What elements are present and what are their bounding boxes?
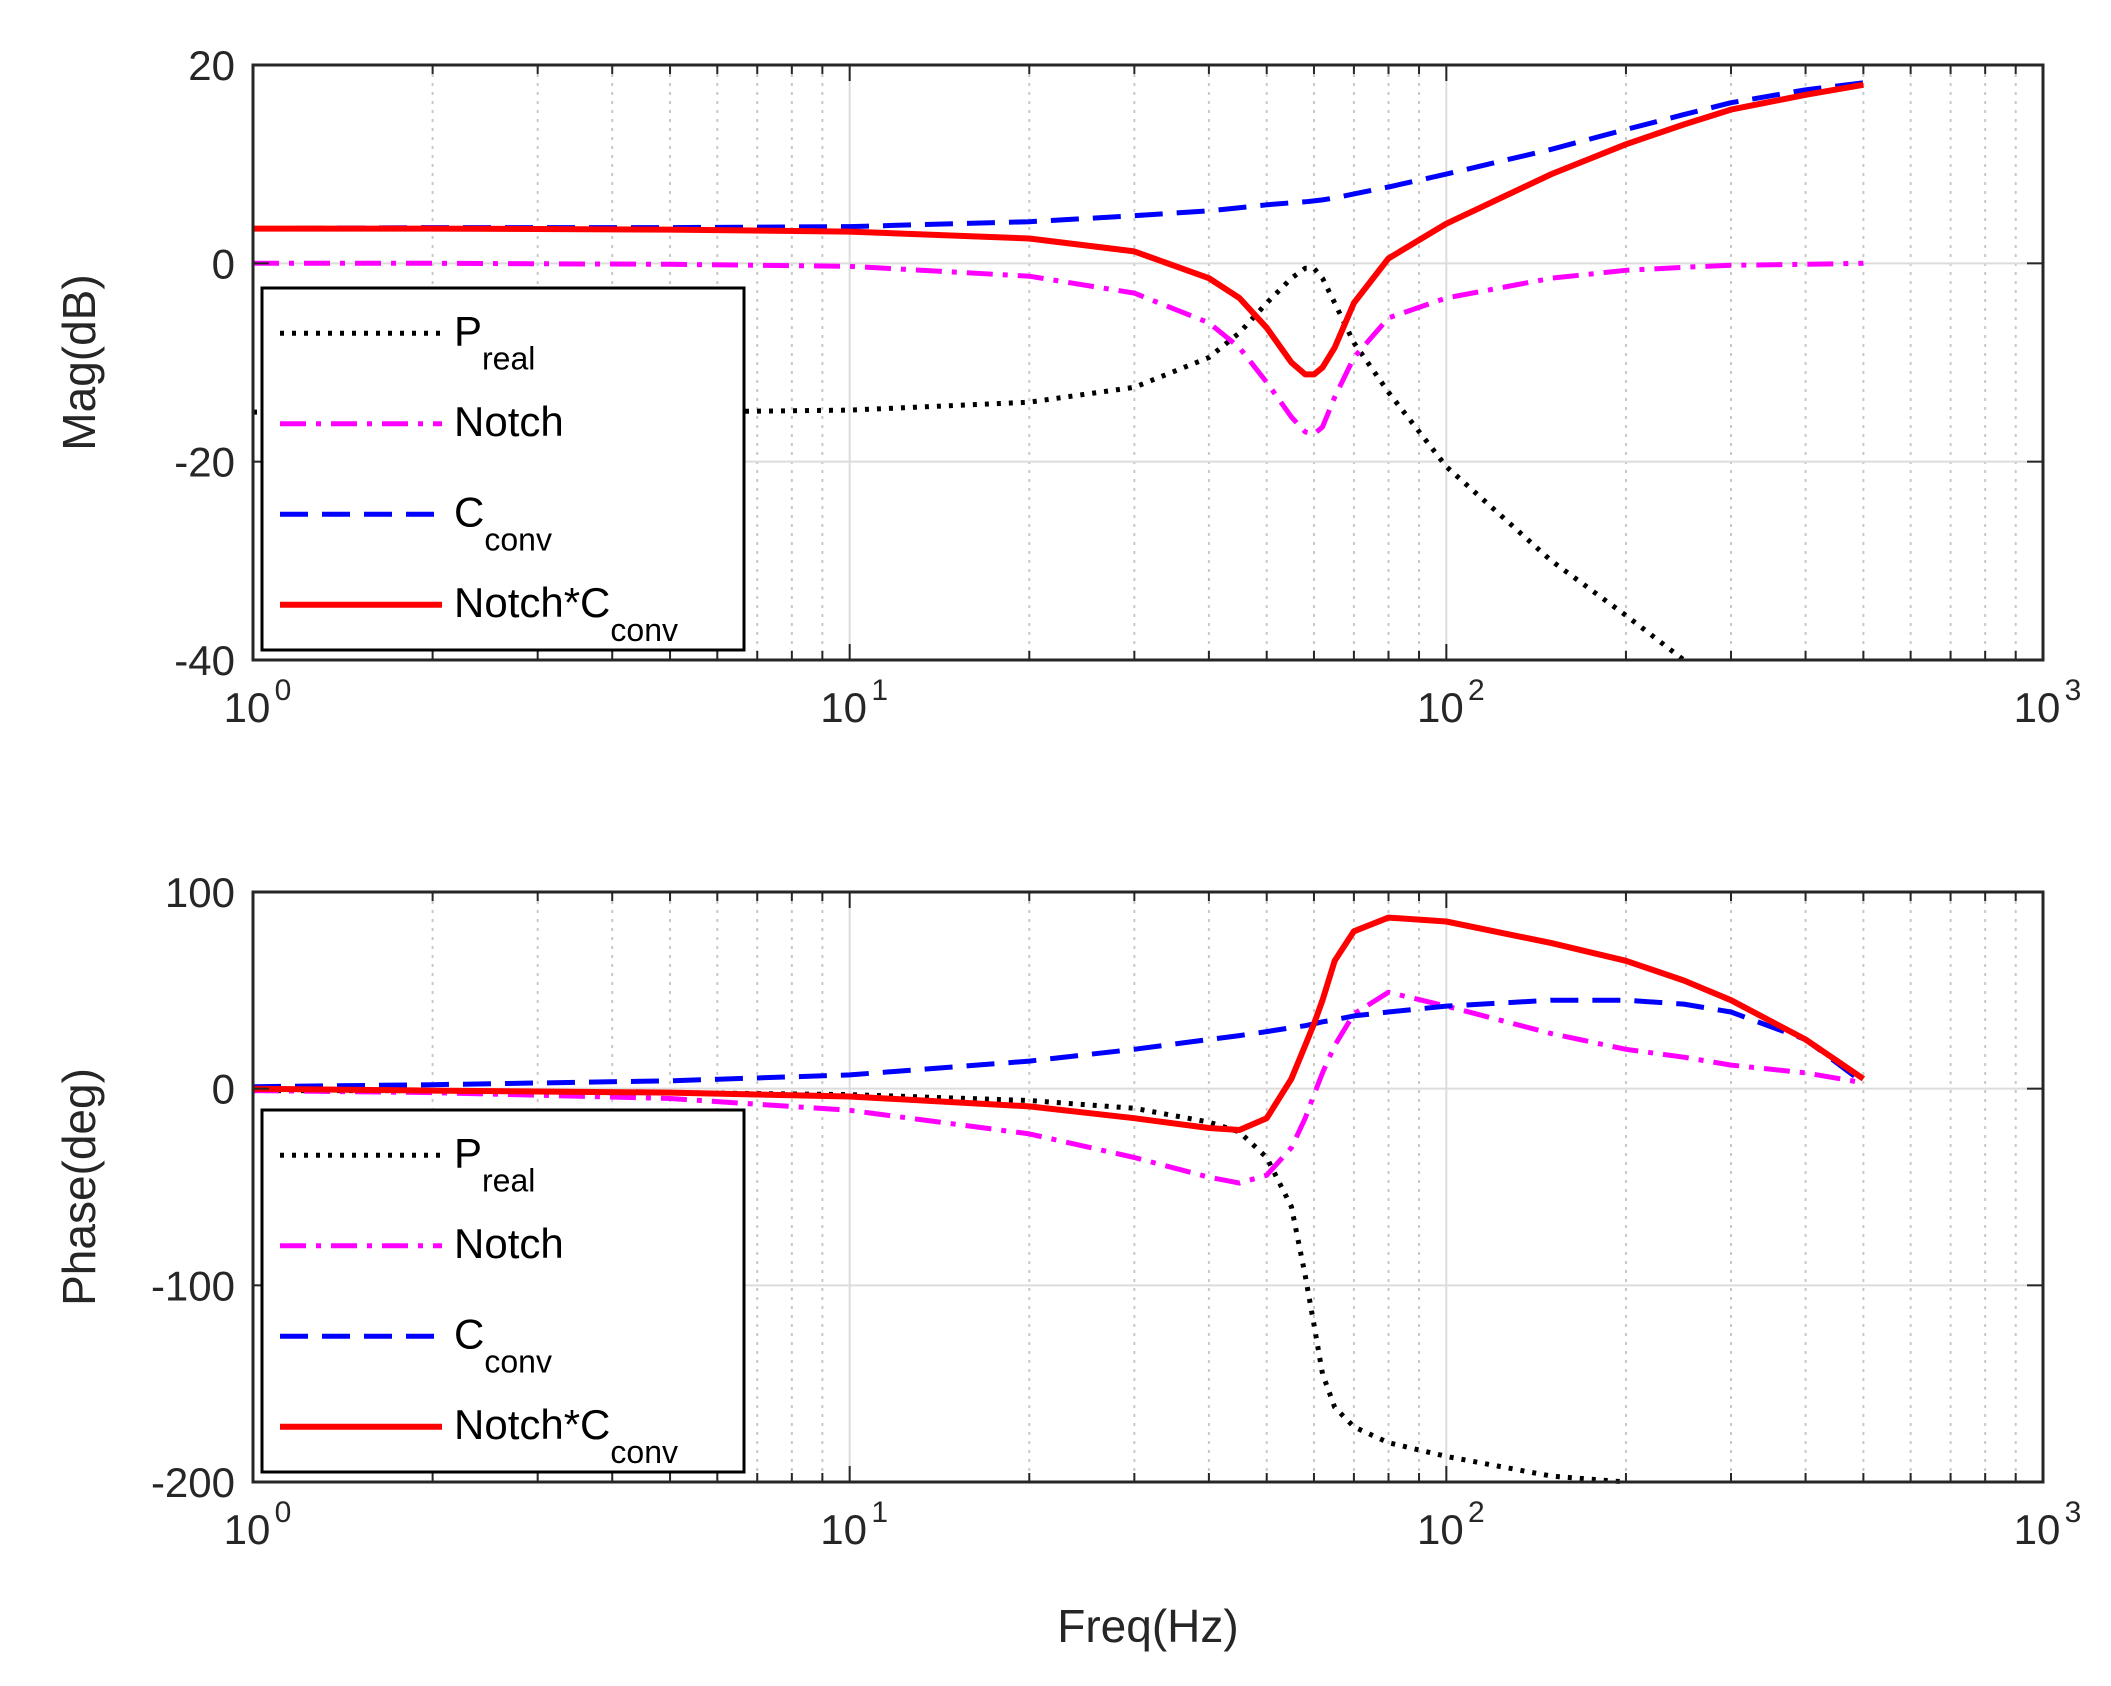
phase-x-tick-exponent: 1 [871,1496,888,1529]
phase-series-notch-cconv [252,914,1866,1133]
phase-legend-subscript: conv [484,1343,552,1379]
phase-legend-box [260,1108,746,1474]
phase-series-notch [252,989,1864,1186]
phase-legend-subscript: conv [610,1434,678,1470]
phase-x-tick-label: 10 [224,1506,271,1553]
magnitude-y-tick-label: -40 [174,637,235,684]
phase-x-tick-exponent: 3 [2065,1496,2082,1529]
magnitude-x-tick-label: 10 [224,684,271,731]
magnitude-x-tick-exponent: 0 [275,674,292,707]
phase-x-tick-exponent: 2 [1468,1496,1485,1529]
magnitude-x-tick-label: 10 [820,684,867,731]
magnitude-legend-box [260,286,746,652]
magnitude-y-axis-label: Mag(dB) [53,274,105,450]
phase-x-tick-label: 10 [2014,1506,2061,1553]
phase-y-tick-label: -200 [151,1459,235,1506]
magnitude-axes-box [251,63,2045,662]
magnitude-series-notch-cconv [253,81,1864,378]
magnitude-series-notch [253,260,1864,437]
magnitude-x-tick-label: 10 [2014,684,2061,731]
phase-y-tick-label: 0 [212,1066,235,1113]
phase-series-preal [253,1088,1627,1485]
phase-x-tick-exponent: 0 [275,1496,292,1529]
phase-y-tick-label: 100 [165,869,235,916]
magnitude-series-preal [253,265,1686,662]
phase-y-tick-label: -100 [151,1262,235,1309]
phase-legend-subscript: real [482,1162,535,1198]
magnitude-x-tick-exponent: 3 [2065,674,2082,707]
phase-axes-box [251,890,2045,1484]
magnitude-grid [252,64,2044,661]
magnitude-legend-subscript: conv [610,612,678,648]
magnitude-legend-subscript: conv [484,521,552,557]
magnitude-y-tick-label: 0 [212,240,235,287]
magnitude-x-tick-exponent: 1 [871,674,888,707]
magnitude-series-cconv [252,80,1864,232]
magnitude-y-tick-label: 20 [188,42,235,89]
phase-x-tick-label: 10 [1417,1506,1464,1553]
magnitude-legend-subscript: real [482,340,535,376]
phase-x-tick-label: 10 [820,1506,867,1553]
phase-y-axis-label: Phase(deg) [53,1068,105,1306]
magnitude-x-tick-label: 10 [1417,684,1464,731]
magnitude-x-tick-exponent: 2 [1468,674,1485,707]
phase-legend-label: Notch [454,1220,564,1267]
phase-x-axis-label: Freq(Hz) [1057,1600,1238,1652]
magnitude-y-tick-label: -20 [174,439,235,486]
magnitude-legend-label: Notch [454,398,564,445]
